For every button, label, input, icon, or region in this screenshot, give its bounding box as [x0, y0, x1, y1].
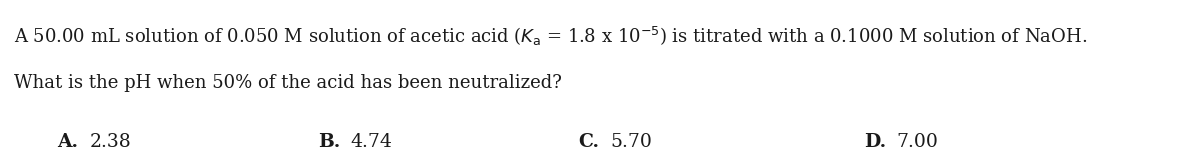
- Text: D.: D.: [864, 133, 886, 151]
- Text: A.: A.: [58, 133, 79, 151]
- Text: 7.00: 7.00: [896, 133, 938, 151]
- Text: C.: C.: [578, 133, 600, 151]
- Text: 4.74: 4.74: [350, 133, 392, 151]
- Text: B.: B.: [318, 133, 341, 151]
- Text: 2.38: 2.38: [90, 133, 132, 151]
- Text: A 50.00 mL solution of 0.050 M solution of acetic acid ($K_\mathrm{a}$ = 1.8 x 1: A 50.00 mL solution of 0.050 M solution …: [14, 25, 1087, 48]
- Text: 5.70: 5.70: [611, 133, 653, 151]
- Text: What is the pH when 50% of the acid has been neutralized?: What is the pH when 50% of the acid has …: [14, 73, 563, 92]
